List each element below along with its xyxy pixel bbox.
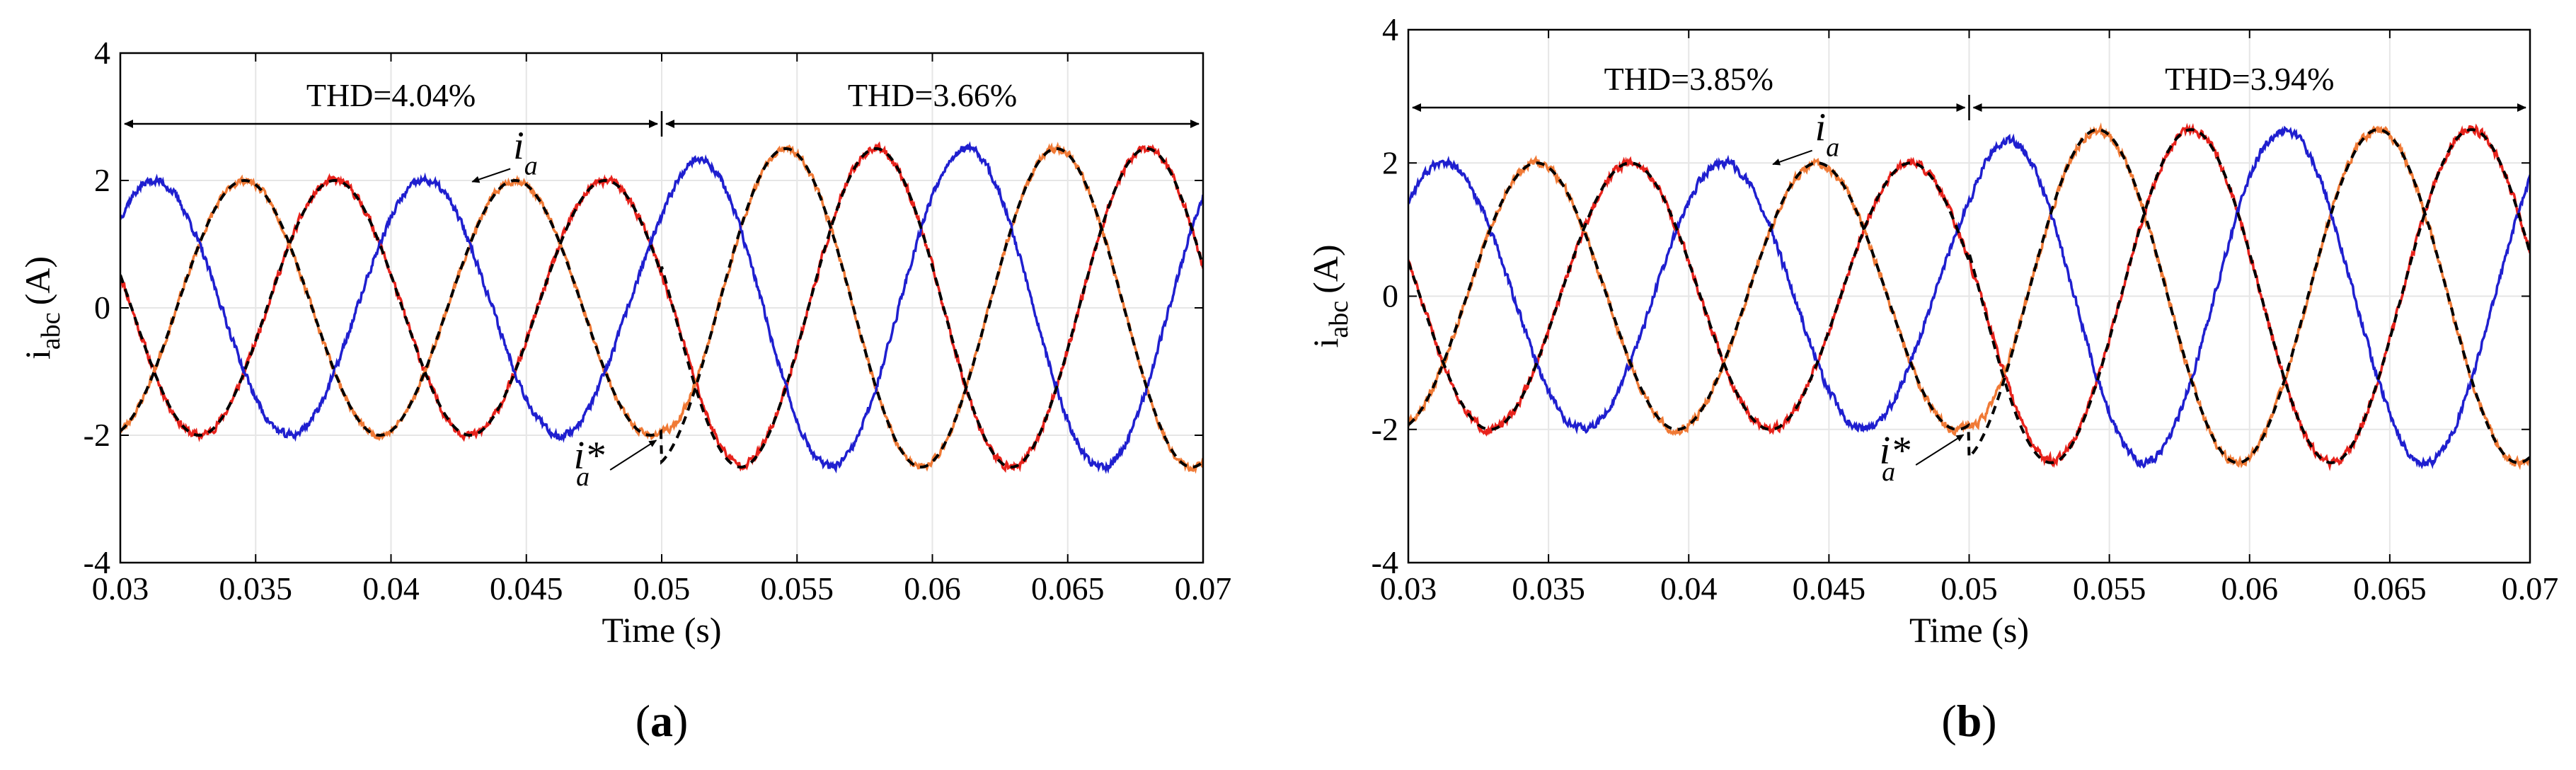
x-tick-label: 0.055	[761, 570, 834, 607]
iastar-pointer	[1915, 434, 1965, 466]
x-axis-title: Time (s)	[602, 610, 721, 650]
x-tick-label: 0.03	[92, 570, 149, 607]
panel-label-open: (	[1941, 696, 1956, 746]
panel-label-open: (	[636, 696, 650, 746]
thd-before-label: THD=3.85%	[1604, 61, 1773, 97]
x-tick-label: 0.065	[1031, 570, 1105, 607]
x-tick-label: 0.045	[1793, 570, 1866, 607]
series-group	[1408, 122, 2530, 471]
y-tick-label: -2	[1372, 411, 1398, 447]
y-axis-title-main: i	[1306, 338, 1345, 348]
thd-after-label: THD=3.66%	[848, 77, 1017, 113]
ia-label-main: i	[513, 125, 524, 168]
x-tick-label: 0.06	[904, 570, 961, 607]
y-tick-label: 0	[94, 289, 110, 326]
iastar-label-main: i*	[574, 434, 605, 478]
y-tick-label: -4	[84, 544, 110, 580]
panel-label-letter: b	[1957, 696, 1982, 746]
y-axis-title: iabc (A)	[18, 256, 66, 360]
series-line-phase-c	[1408, 125, 2530, 470]
thd-before-label: THD=4.04%	[306, 77, 476, 113]
iastar-pointer	[609, 439, 657, 471]
x-tick-label: 0.03	[1380, 570, 1437, 607]
x-tick-label: 0.04	[1660, 570, 1718, 607]
reference-current-line-1	[120, 147, 1203, 469]
x-tick-label: 0.035	[219, 570, 293, 607]
y-axis-title-unit: (A)	[1306, 244, 1345, 293]
y-tick-label: 2	[1382, 144, 1398, 180]
y-tick-label: 4	[94, 35, 110, 71]
panel-label-close: )	[673, 696, 688, 746]
chart-panel-b: 0.03 0.035 0.04 0.045 0.05 0.055 0.06 0.065 0.07…	[1306, 11, 2558, 746]
ia-label-main: i	[1815, 106, 1827, 150]
x-tick-label: 0.05	[633, 570, 691, 607]
ia-label-sub: a	[1826, 133, 1839, 163]
thd-after-label: THD=3.94%	[2165, 61, 2334, 97]
x-tick-label: 0.04	[362, 570, 420, 607]
y-tick-label: -2	[84, 417, 110, 453]
y-axis-title-sub: abc	[1324, 301, 1354, 338]
iastar-label: i*a	[574, 434, 605, 492]
panel-label: (a)	[636, 696, 689, 746]
y-axis-title: iabc (A)	[1306, 244, 1354, 347]
x-tick-label: 0.055	[2073, 570, 2146, 607]
reference-current-line-2	[1408, 128, 2530, 464]
panel-label-close: )	[1982, 696, 1996, 746]
chart-panel-a: 0.03 0.035 0.04 0.045 0.05 0.055 0.06 0.065 0.07…	[18, 35, 1231, 746]
x-tick-label: 0.07	[2502, 570, 2559, 607]
series-line-phase-a	[120, 141, 1203, 473]
ia-pointer	[471, 168, 511, 183]
grid	[120, 53, 1203, 563]
series-group	[120, 141, 1203, 474]
panel-label-letter: a	[650, 696, 673, 746]
x-tick-label: 0.05	[1940, 570, 1998, 607]
x-tick-label: 0.07	[1175, 570, 1232, 607]
reference-current-line-1	[1408, 128, 2530, 464]
reference-current-line-2	[120, 147, 1203, 469]
y-axis-title-unit: (A)	[18, 256, 57, 305]
y-tick-label: 2	[94, 162, 110, 198]
iastar-label-sub: a	[1882, 457, 1895, 487]
x-tick-label: 0.06	[2221, 570, 2279, 607]
x-tick-label: 0.035	[1512, 570, 1585, 607]
iastar-label-sub: a	[576, 462, 590, 492]
ia-pointer	[1772, 149, 1813, 166]
ia-label-sub: a	[524, 151, 538, 181]
panel-label: (b)	[1941, 696, 1996, 746]
ia-label: ia	[1815, 106, 1840, 163]
ia-label: ia	[513, 125, 538, 181]
y-axis-title-sub: abc	[36, 312, 66, 350]
x-axis-title: Time (s)	[1909, 610, 2029, 650]
y-tick-label: 4	[1382, 11, 1398, 47]
x-tick-label: 0.045	[490, 570, 563, 607]
y-axis-title-main: i	[18, 350, 57, 360]
iastar-label: i*a	[1880, 429, 1911, 487]
series-line-phase-c	[120, 141, 1203, 474]
iastar-label-main: i*	[1880, 429, 1911, 473]
x-tick-label: 0.065	[2353, 570, 2427, 607]
y-tick-label: -4	[1372, 544, 1398, 580]
y-tick-label: 0	[1382, 278, 1398, 314]
